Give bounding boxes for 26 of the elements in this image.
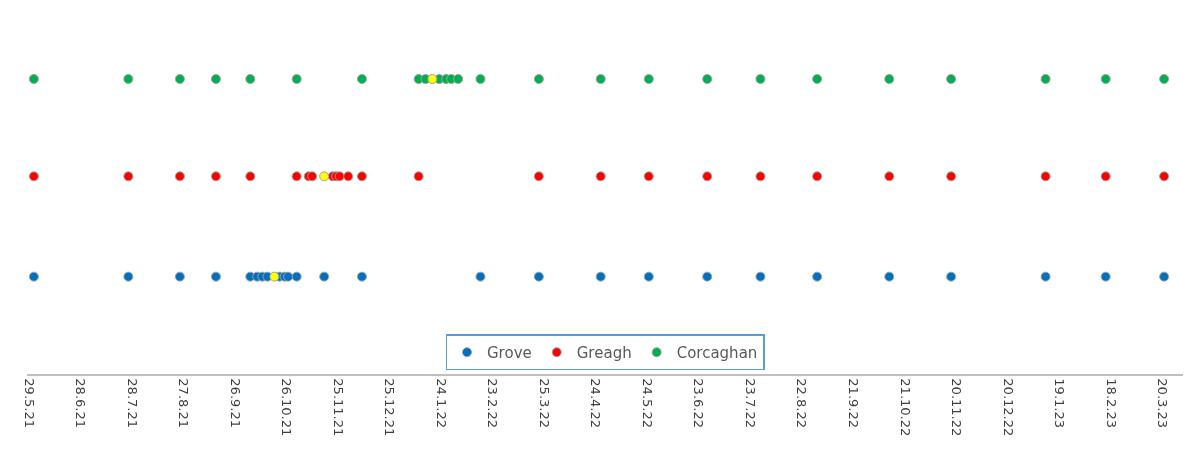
x-tick-label: 20.3.23: [1155, 378, 1171, 428]
x-tick-label: 26.9.21: [227, 378, 243, 428]
x-tick-label: 25.3.22: [536, 378, 552, 428]
x-tick-label: 28.6.21: [73, 378, 89, 428]
legend-label: Grove: [487, 344, 532, 363]
x-tick-label: 23.2.22: [485, 378, 501, 428]
x-tick-label: 24.4.22: [588, 378, 604, 428]
x-tick-label: 22.8.22: [794, 378, 810, 428]
x-tick-label: 18.2.23: [1103, 378, 1119, 428]
x-tick-label: 25.12.21: [382, 378, 398, 437]
x-tick-label: 28.7.21: [124, 378, 140, 428]
x-tick-label: 21.9.22: [845, 378, 861, 428]
x-tick-label: 25.11.21: [330, 378, 346, 437]
x-tick-label: 23.7.22: [742, 378, 758, 428]
x-tick-label: 24.5.22: [639, 378, 655, 428]
x-tick-label: 21.10.22: [897, 378, 913, 437]
x-tick-label: 26.10.21: [279, 378, 295, 437]
x-tick-label: 24.1.22: [433, 378, 449, 428]
x-tick-label: 20.11.22: [949, 378, 965, 437]
x-tick-label: 19.1.23: [1052, 378, 1068, 428]
legend-label: Greagh: [576, 344, 632, 363]
x-tick-label: 29.5.21: [21, 378, 37, 428]
x-tick-label: 20.12.22: [1000, 378, 1016, 437]
legend-label: Corcaghan: [676, 344, 758, 363]
x-tick-label: 23.6.22: [691, 378, 707, 428]
x-tick-label: 27.8.21: [176, 378, 192, 428]
